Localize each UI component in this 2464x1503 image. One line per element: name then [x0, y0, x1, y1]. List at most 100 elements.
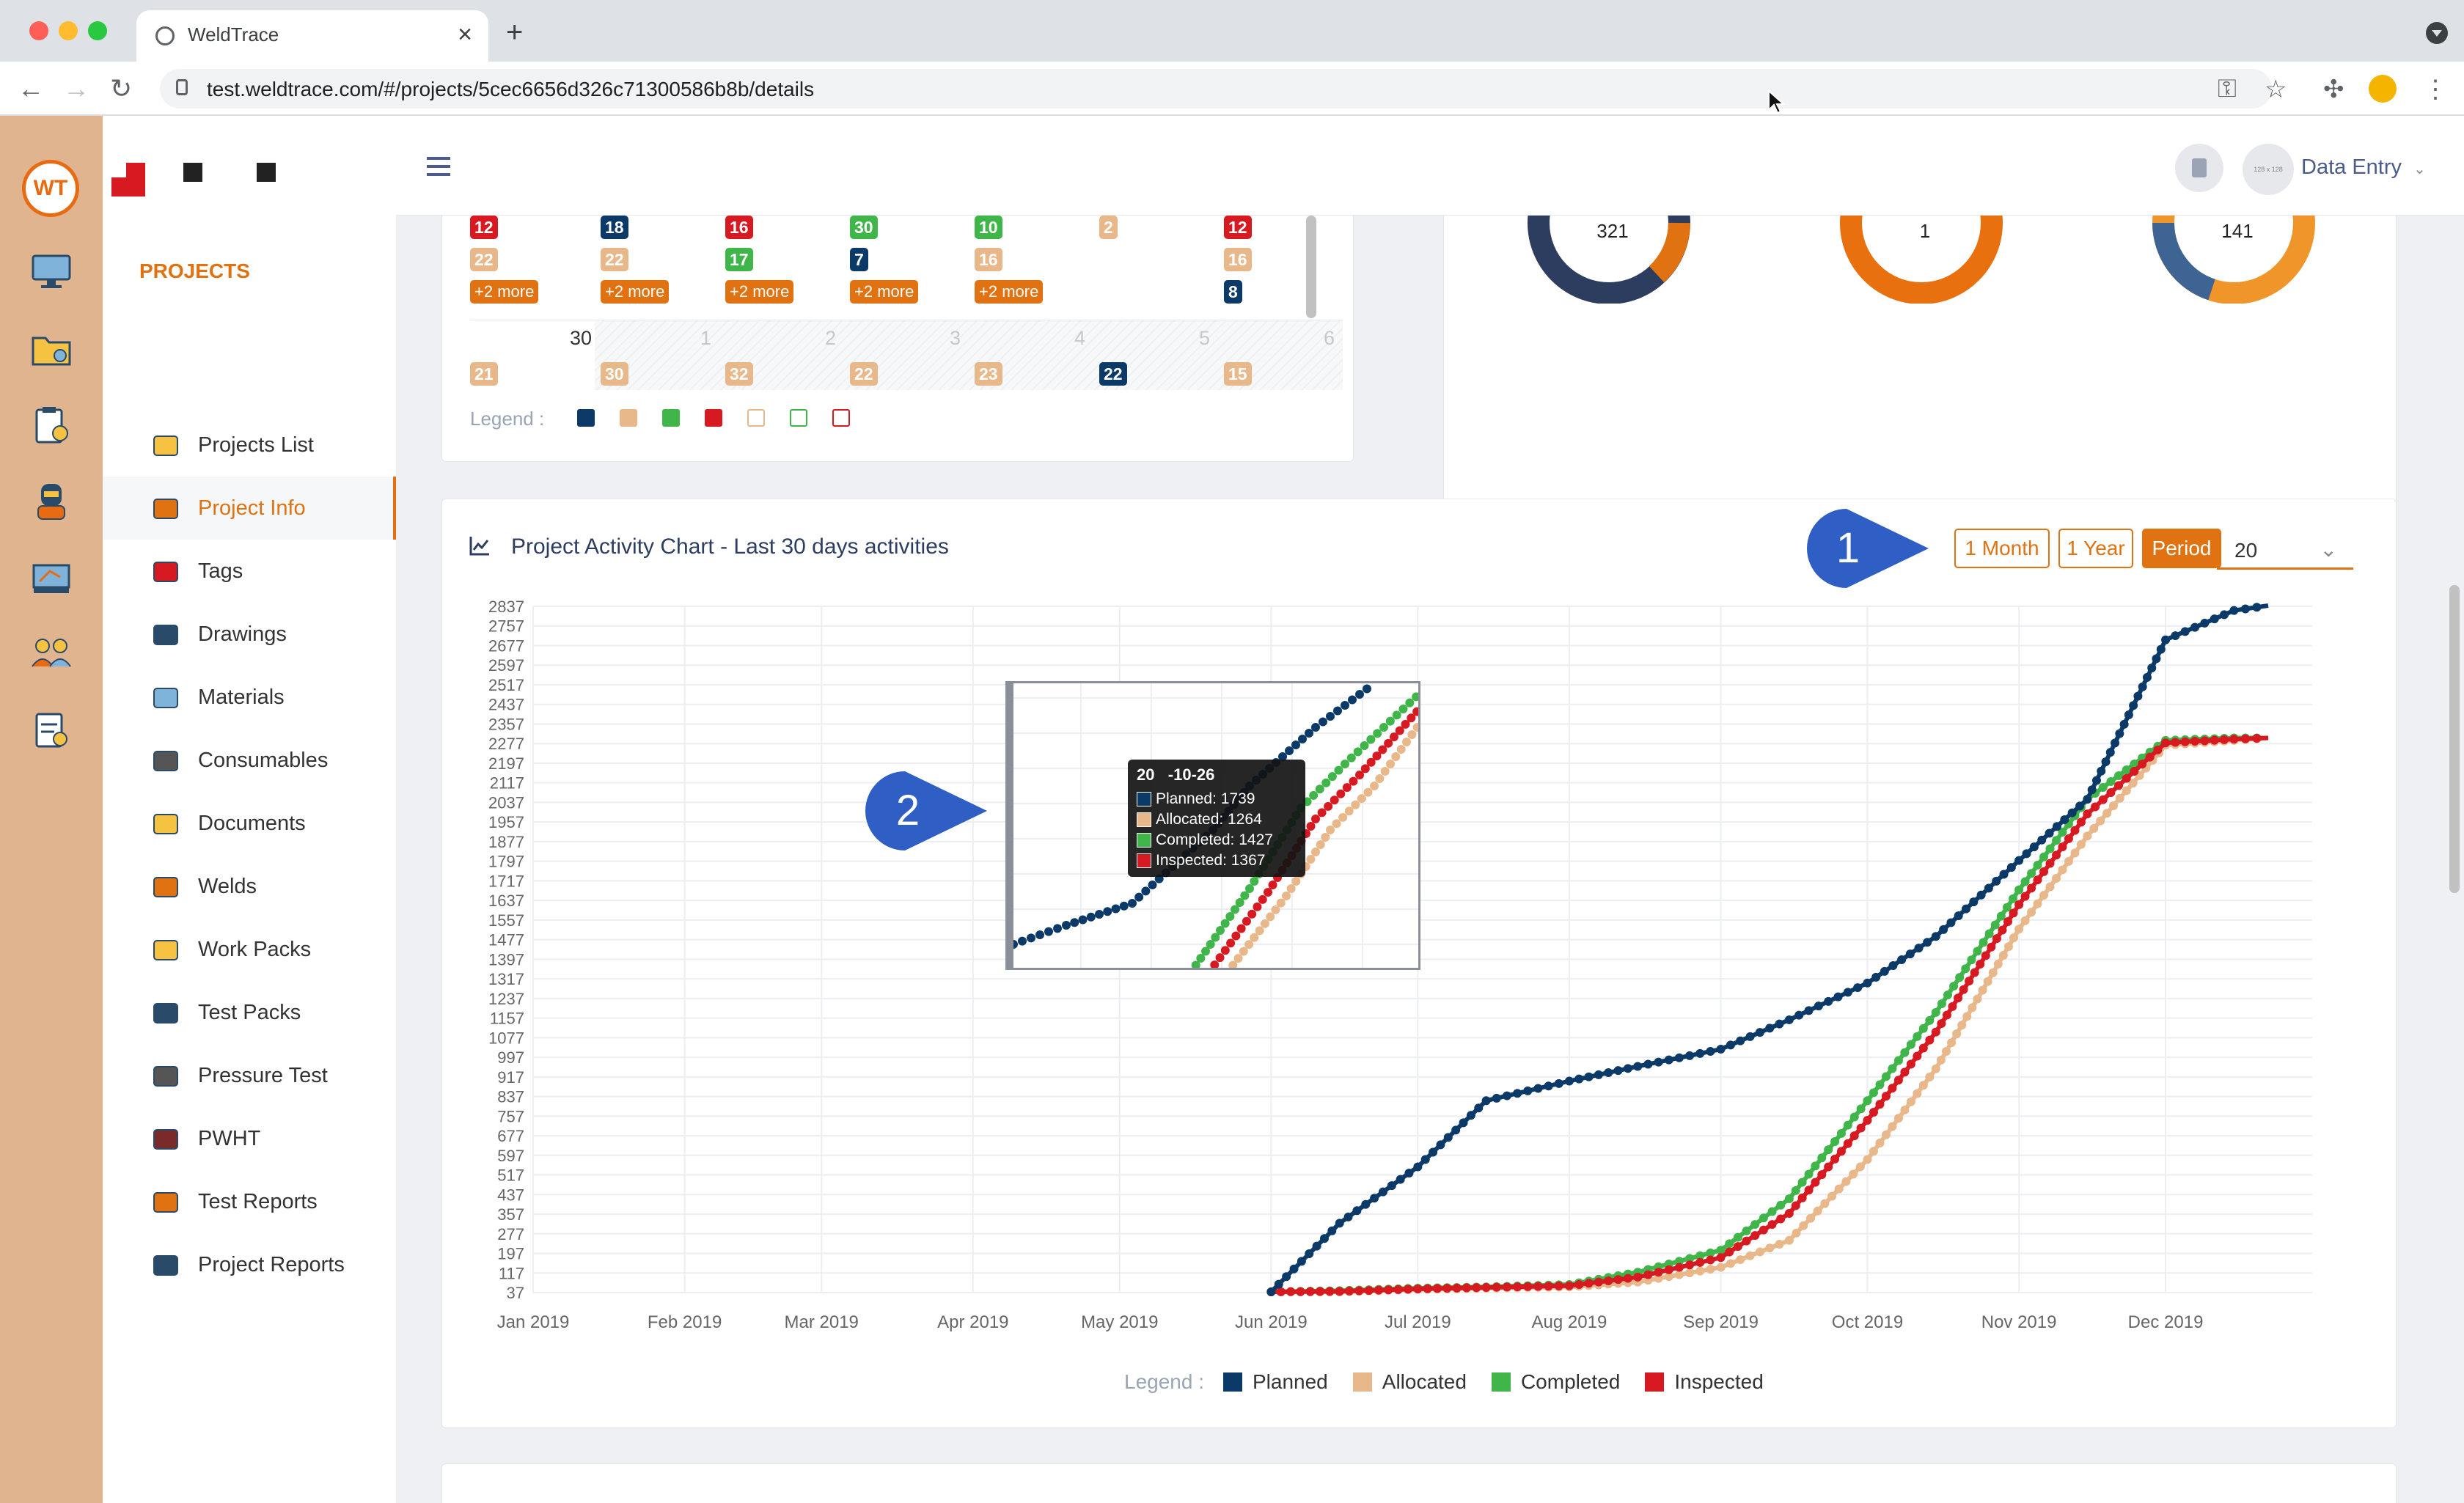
data-point-allocated [1875, 1138, 1885, 1147]
profile-icon[interactable] [2369, 75, 2397, 103]
inset-point-inspected [1253, 902, 1262, 911]
weldtrace-logo[interactable]: WT [22, 160, 79, 217]
filter-1-year-button[interactable]: 1 Year [2058, 529, 2133, 568]
address-bar[interactable]: test.weldtrace.com/#/projects/5cec6656d3… [160, 69, 2272, 109]
close-window-button[interactable] [29, 21, 48, 40]
calendar-scrollbar[interactable] [1306, 216, 1316, 318]
maximize-window-button[interactable] [88, 21, 107, 40]
calendar-count-badge[interactable]: 22 [1099, 362, 1127, 386]
address-toolbar: ← → ↻ test.weldtrace.com/#/projects/5cec… [0, 62, 2464, 116]
data-point-allocated [1834, 1184, 1844, 1194]
projects-folder-icon[interactable] [28, 326, 75, 372]
report-chart-icon [151, 1250, 180, 1279]
data-point-completed [1836, 1128, 1846, 1138]
inspection-clipboard-icon[interactable] [28, 402, 75, 449]
legend-completed[interactable]: Completed [1520, 1370, 1621, 1393]
calendar-more-link[interactable]: +2 more [601, 280, 670, 304]
sidebar-item-project-reports[interactable]: Project Reports [103, 1233, 396, 1296]
legend-inspected[interactable]: Inspected [1674, 1370, 1764, 1393]
sidebar-item-pwht[interactable]: PWHT [103, 1107, 396, 1170]
y-tick-label: 517 [497, 1166, 524, 1185]
filter-1-month-button[interactable]: 1 Month [1954, 529, 2050, 568]
year-select[interactable]: 20 ⌄ [2217, 529, 2353, 570]
sidebar-item-consumables[interactable]: Consumables [103, 729, 396, 792]
back-icon[interactable]: ← [18, 73, 44, 103]
sidebar-item-drawings[interactable]: Drawings [103, 603, 396, 666]
sidebar-item-pressure-test[interactable]: Pressure Test [103, 1044, 396, 1107]
calendar-count-badge[interactable]: 16 [975, 248, 1002, 271]
series-line-planned[interactable] [1269, 603, 2269, 1294]
calendar-more-link[interactable]: +2 more [975, 280, 1044, 304]
calendar-count-badge[interactable]: 16 [1224, 248, 1252, 271]
legend-allocated[interactable]: Allocated [1382, 1370, 1467, 1393]
sidebar-item-materials[interactable]: Materials [103, 666, 396, 729]
sidebar-item-projects-list[interactable]: Projects List [103, 414, 396, 477]
calendar-count-badge[interactable]: 21 [470, 362, 498, 386]
welder-icon[interactable] [28, 478, 75, 525]
calendar-day-number: 30 [570, 327, 593, 349]
inset-point-planned [1148, 881, 1157, 889]
calendar-count-badge[interactable]: 7 [850, 248, 868, 271]
data-point-completed [1888, 1064, 1897, 1073]
calendar-count-badge[interactable]: 16 [725, 216, 753, 239]
calendar-count-badge[interactable]: 8 [1224, 280, 1242, 304]
inset-point-allocated [1326, 826, 1335, 834]
calendar-more-link[interactable]: +2 more [850, 280, 919, 304]
data-point-inspected [1725, 1247, 1734, 1257]
hamburger-menu-icon[interactable] [427, 157, 450, 176]
calendar-count-badge[interactable]: 22 [601, 248, 628, 271]
user-menu[interactable]: Data Entry ⌄ [2301, 155, 2426, 180]
extensions-icon[interactable]: ✣ [2323, 76, 2344, 103]
sidebar-item-tags[interactable]: Tags [103, 540, 396, 603]
inset-point-allocated [1228, 960, 1238, 968]
calendar-count-badge[interactable]: 23 [975, 362, 1002, 386]
calendar-count-badge[interactable]: 32 [725, 362, 753, 386]
star-icon[interactable]: ☆ [2265, 76, 2287, 103]
notes-button[interactable] [2175, 144, 2223, 192]
new-tab-button[interactable]: + [506, 16, 524, 48]
legend-planned[interactable]: Planned [1253, 1370, 1328, 1393]
sidebar-item-project-info[interactable]: Project Info [103, 477, 396, 540]
avatar[interactable]: 128 x 128 [2243, 144, 2294, 195]
calendar-more-link[interactable]: +2 more [470, 280, 539, 304]
browser-menu-icon[interactable]: ⋮ [2423, 76, 2448, 103]
workshop-icon[interactable] [28, 554, 75, 601]
calendar-count-badge[interactable]: 18 [601, 216, 628, 239]
reports-clipboard-icon[interactable] [28, 707, 75, 754]
data-point-planned [2029, 842, 2039, 852]
calendar-count-badge[interactable]: 15 [1224, 362, 1252, 386]
reload-icon[interactable]: ↻ [110, 73, 133, 103]
page-scrollbar[interactable] [2449, 585, 2460, 893]
inset-point-completed [1346, 753, 1356, 762]
team-users-icon[interactable] [28, 629, 75, 676]
browser-tab[interactable]: WeldTrace × [136, 10, 488, 62]
calendar-count-badge[interactable]: 30 [850, 216, 878, 239]
calendar-count-badge[interactable]: 17 [725, 248, 753, 271]
dashboard-monitor-icon[interactable] [28, 248, 75, 295]
sidebar-item-documents[interactable]: Documents [103, 792, 396, 855]
key-icon[interactable]: ⚿ [2218, 75, 2237, 103]
inset-point-completed [1412, 692, 1418, 702]
data-point-allocated [2045, 882, 2055, 892]
close-tab-icon[interactable]: × [458, 21, 472, 48]
calendar-count-badge[interactable]: 12 [1224, 216, 1252, 239]
sidebar-item-test-reports[interactable]: Test Reports [103, 1170, 396, 1233]
minimize-window-button[interactable] [59, 21, 78, 40]
sidebar-item-welds[interactable]: Welds [103, 855, 396, 918]
gears-info-icon [151, 493, 180, 523]
calendar-count-badge[interactable]: 30 [601, 362, 628, 386]
sidebar-item-work-packs[interactable]: Work Packs [103, 918, 396, 981]
filter-period-button[interactable]: Period [2142, 529, 2221, 568]
calendar-count-badge[interactable]: 22 [470, 248, 498, 271]
calendar-count-badge[interactable]: 12 [470, 216, 498, 239]
forward-icon[interactable]: → [63, 73, 89, 103]
calendar-more-link[interactable]: +2 more [725, 280, 794, 304]
data-point-inspected [1817, 1170, 1827, 1180]
calendar-count-badge[interactable]: 22 [850, 362, 878, 386]
inset-point-allocated [1239, 947, 1248, 956]
sidebar-item-test-packs[interactable]: Test Packs [103, 981, 396, 1044]
calendar-count-badge[interactable]: 10 [975, 216, 1002, 239]
data-point-inspected [2020, 892, 2030, 901]
tab-search-icon[interactable] [2426, 22, 2448, 44]
calendar-count-badge[interactable]: 2 [1099, 216, 1118, 239]
